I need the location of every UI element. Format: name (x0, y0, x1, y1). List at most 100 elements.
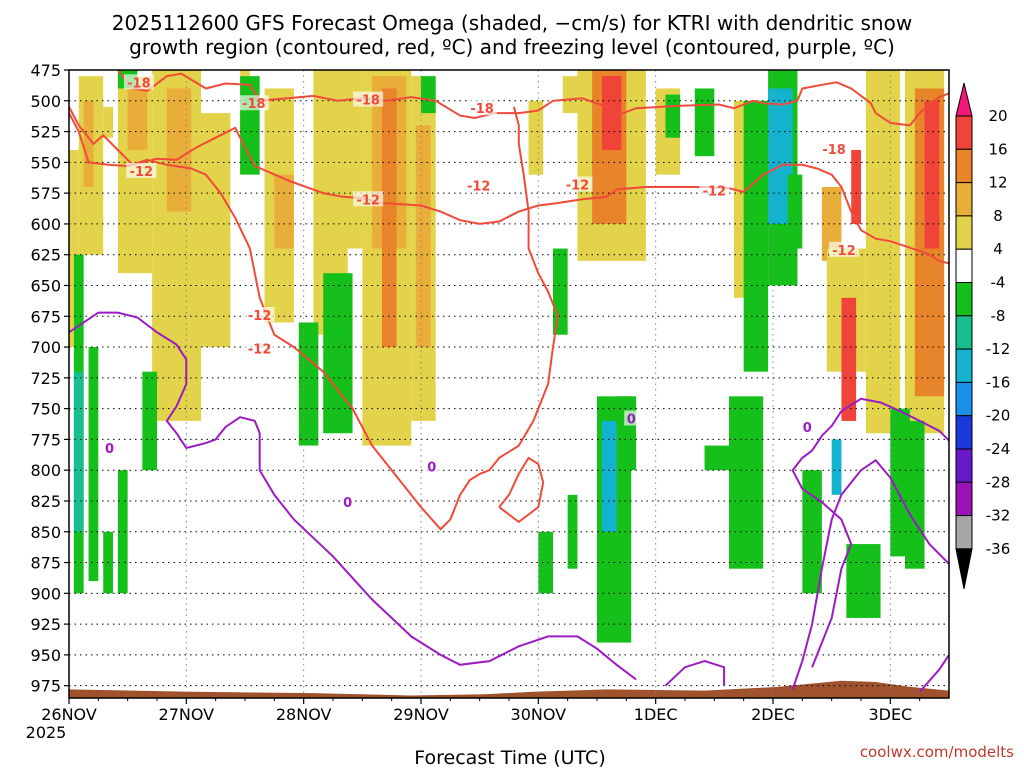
contour-label-bg (126, 162, 157, 178)
contour-label: 0 (102, 440, 117, 457)
y-tick-label: 575 (30, 184, 61, 203)
y-tick-label: 900 (30, 584, 61, 603)
colorbar-label: -16 (986, 373, 1011, 391)
omega-cell (142, 371, 157, 471)
colorbar-label: -4 (991, 274, 1006, 292)
y-tick-label: 725 (30, 369, 61, 388)
contour-label-bg (467, 100, 498, 116)
omega-cell (865, 70, 901, 434)
omega-cell (88, 347, 99, 582)
freezing-level-contour (68, 311, 637, 681)
y-tick-label: 975 (30, 677, 61, 696)
omega-shading (69, 70, 945, 643)
colorbar-segment (955, 448, 973, 483)
colorbar: 20 16 12 8 4 -4 -8 -12 -16 -20 -24 -28 -32 -36 (955, 82, 1011, 589)
omega-cell (528, 100, 544, 175)
omega-cell (381, 88, 397, 348)
contour-label-text: 0 (343, 496, 352, 511)
contour-lines (68, 69, 950, 693)
omega-cell (201, 113, 231, 348)
x-axis: 26NOV 27NOV 28NOV 29NOV 30NOV 1DEC 2DEC 3DEC (41, 698, 921, 724)
omega-cell (905, 420, 925, 569)
contour-label: -12 (244, 307, 275, 324)
contour-label-bg (624, 410, 639, 426)
omega-cell (538, 531, 553, 594)
dgz-contour-minus18-upper (117, 69, 950, 127)
y-tick-label: 700 (30, 338, 61, 357)
freezing-level-contour-surface (918, 654, 950, 693)
y-axis: 475 500 525 550 575 600 625 650 675 700 725 750 775 8… (30, 61, 69, 696)
omega-cell (924, 100, 940, 249)
contour-label-bg (340, 494, 355, 510)
omega-cell (553, 248, 568, 335)
colorbar-label: -12 (986, 340, 1011, 358)
omega-cell (127, 88, 148, 151)
omega-cell (743, 100, 769, 372)
colorbar-segment (955, 415, 973, 450)
omega-cell (69, 150, 79, 348)
dgz-contour-minus12-closed (498, 456, 545, 524)
contour-label-bg (123, 74, 154, 90)
colorbar-segment (955, 282, 973, 317)
freezing-level-contour-mid (791, 458, 950, 690)
y-tick-label: 500 (30, 92, 61, 111)
contour-labels: -18 -18 -18 -18 -18 -12 -12 -12 -12 -12 -12 -12 -12 0… (102, 74, 859, 511)
colorbar-top-arrow (955, 82, 973, 117)
contour-label-text: -12 (248, 309, 272, 324)
omega-cell (616, 396, 637, 471)
contour-label: 0 (624, 410, 639, 427)
colorbar-segment (955, 215, 973, 250)
colorbar-label: -20 (986, 407, 1011, 425)
grid-lines (69, 69, 949, 698)
omega-cell (83, 100, 94, 187)
contour-label-text: -18 (822, 143, 846, 158)
contour-label: -18 (123, 74, 154, 91)
contour-label-text: -18 (242, 97, 266, 112)
x-axis-label: Forecast Time (UTC) (414, 747, 605, 768)
colorbar-label: 12 (988, 174, 1007, 192)
dgz-contour-minus18-lower (68, 106, 950, 265)
contour-label: -18 (467, 100, 498, 117)
omega-cell (562, 76, 578, 114)
contour-label-bg (424, 458, 439, 474)
contour-label-bg (819, 140, 850, 156)
chart-title-line1: 2025112600 GFS Forecast Omega (shaded, −… (112, 11, 912, 35)
contour-label-text: 0 (427, 461, 436, 476)
contour-label-bg (562, 176, 593, 192)
contour-label: 0 (340, 494, 355, 511)
y-tick-label: 525 (30, 123, 61, 142)
x-tick-label: 1DEC (634, 705, 678, 724)
freezing-level-contour-closed (664, 660, 726, 687)
contour-label-text: -18 (356, 94, 380, 109)
colorbar-segment (955, 182, 973, 217)
contour-label-bg (102, 440, 117, 456)
contour-label-text: -12 (703, 185, 727, 200)
contour-label: -12 (126, 162, 157, 180)
contour-label-bg (699, 182, 730, 198)
contour-label-text: 0 (803, 421, 812, 436)
contour-label: -18 (353, 91, 384, 109)
surface-terrain (69, 680, 949, 698)
colorbar-label: -36 (986, 540, 1011, 558)
contour-label-text: -12 (467, 180, 491, 195)
colorbar-label: -24 (986, 440, 1011, 458)
y-tick-label: 625 (30, 246, 61, 265)
y-tick-label: 825 (30, 492, 61, 511)
contour-label-text: -12 (248, 342, 272, 357)
contour-label: 0 (800, 419, 815, 436)
colorbar-segment (955, 515, 973, 550)
credit-text: coolwx.com/modelts (860, 743, 1014, 761)
omega-cell (851, 150, 861, 224)
contour-label-text: -18 (127, 76, 151, 91)
y-tick-label: 950 (30, 646, 61, 665)
contour-label-text: -18 (470, 102, 494, 117)
y-tick-label: 775 (30, 430, 61, 449)
contour-label: -12 (244, 340, 275, 357)
colorbar-segment (955, 381, 973, 417)
colorbar-label: 4 (993, 240, 1003, 258)
y-tick-label: 850 (30, 523, 61, 542)
freezing-level-contour-east (791, 397, 950, 668)
omega-cell (601, 76, 622, 151)
omega-cell (416, 125, 431, 348)
contour-label-text: 0 (105, 442, 114, 457)
